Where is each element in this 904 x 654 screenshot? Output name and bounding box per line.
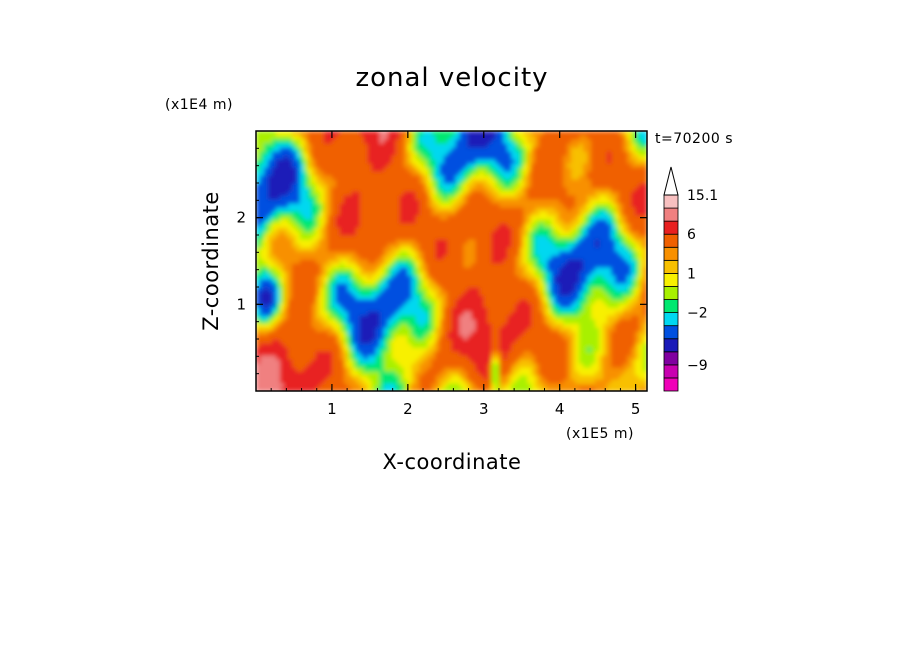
colorbar-swatch [663, 194, 679, 209]
x-tick-label: 2 [403, 400, 413, 418]
colorbar-swatch [663, 312, 679, 327]
y-axis-ticks: 12 [236, 147, 647, 375]
colorbar-swatch [663, 207, 679, 222]
chart-title: zonal velocity [355, 63, 548, 93]
x-axis-ticks: 1 2 3 4 5 [270, 131, 641, 418]
x-tick-label: 5 [631, 400, 641, 418]
colorbar-swatch [663, 351, 679, 366]
colorbar-swatch [663, 338, 679, 353]
colorbar-extend-arrow [663, 166, 679, 196]
time-label: t=70200 s [655, 131, 733, 147]
x-tick-label: 3 [479, 400, 489, 418]
colorbar-swatch [663, 220, 679, 235]
colorbar-label: −9 [687, 358, 708, 374]
colorbar-label: 1 [687, 266, 696, 282]
x-unit-label: (x1E5 m) [566, 426, 634, 442]
colorbar-swatch [663, 246, 679, 261]
x-tick-label: 1 [327, 400, 337, 418]
colorbar-swatch [663, 377, 679, 392]
colorbar-swatch [663, 364, 679, 379]
colorbar-swatch [663, 286, 679, 300]
velocity-field [256, 131, 647, 391]
y-unit-label: (x1E4 m) [165, 97, 233, 113]
y-axis-label: Z-coordinate [199, 191, 223, 331]
colorbar-swatch [663, 272, 679, 287]
y-tick-label: 2 [236, 209, 246, 227]
colorbar-swatch [663, 325, 679, 340]
colorbar-swatch [663, 299, 679, 313]
y-tick-label: 1 [236, 295, 246, 313]
colorbar-label: 15.1 [687, 188, 718, 204]
colorbar: 15.1 6 1 −2 −9 [663, 166, 718, 392]
x-tick-label: 4 [555, 400, 565, 418]
colorbar-swatch [663, 233, 679, 248]
colorbar-swatch [663, 259, 679, 274]
colorbar-label: 6 [687, 227, 696, 243]
plot-frame [255, 130, 648, 392]
colorbar-label: −2 [687, 306, 708, 322]
x-axis-label: X-coordinate [383, 450, 522, 474]
